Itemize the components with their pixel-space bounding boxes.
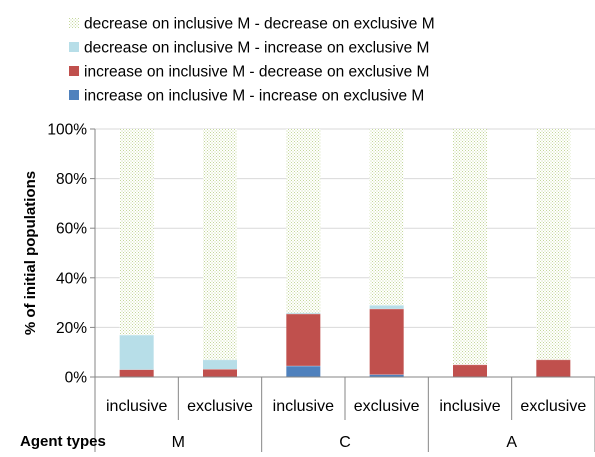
bar-segment: [369, 308, 404, 375]
x-category-label: exclusive: [187, 398, 253, 415]
bar-segment: [453, 364, 487, 377]
bar-segment: [286, 313, 321, 366]
y-tick-label: 40%: [56, 270, 87, 287]
legend-item: decrease on inclusive M - increase on ex…: [69, 40, 429, 57]
bar-segment: [203, 359, 237, 370]
legend-item: increase on inclusive M - increase on ex…: [69, 88, 424, 105]
group-label: A: [506, 434, 517, 451]
bar-segment: [369, 305, 404, 309]
bar-stack: [203, 129, 237, 377]
legend-swatch: [69, 66, 79, 76]
legend-label: increase on inclusive M - increase on ex…: [84, 88, 424, 105]
bar-segment: [203, 129, 237, 360]
bar-segment: [369, 374, 404, 377]
legend: decrease on inclusive M - decrease on ex…: [69, 16, 435, 105]
legend-swatch: [69, 90, 79, 100]
y-axis-title: % of initial populations: [22, 171, 39, 335]
legend-item: decrease on inclusive M - decrease on ex…: [69, 16, 435, 33]
legend-swatch: [69, 42, 79, 52]
bar-segment: [119, 129, 154, 335]
bar-segment: [119, 334, 154, 370]
y-axis: 0% 20% 40% 60% 80% 100%: [47, 122, 96, 387]
x-category-label: inclusive: [439, 398, 500, 415]
x-category-label: inclusive: [106, 398, 167, 415]
bar-segment: [536, 359, 571, 377]
bar-segment: [203, 369, 237, 377]
legend-item: increase on inclusive M - decrease on ex…: [69, 64, 429, 81]
bar-segment: [286, 365, 321, 377]
bars: [119, 129, 571, 377]
group-axis-title: Agent types: [20, 433, 106, 450]
bar-stack: [119, 129, 154, 377]
bar-segment: [286, 129, 321, 313]
y-tick-label: 20%: [56, 320, 87, 337]
bar-segment: [453, 129, 487, 365]
x-category-label: exclusive: [520, 398, 586, 415]
x-category-label: inclusive: [273, 398, 334, 415]
bar-stack: [286, 129, 321, 377]
legend-swatch: [69, 18, 79, 28]
bar-segment: [536, 129, 571, 360]
group-label: M: [172, 434, 185, 451]
bar-segment: [369, 129, 404, 306]
gridlines: [95, 128, 595, 328]
legend-label: decrease on inclusive M - increase on ex…: [84, 40, 429, 57]
legend-label: increase on inclusive M - decrease on ex…: [84, 64, 429, 81]
bar-stack: [453, 129, 487, 377]
y-tick-label: 80%: [56, 171, 87, 188]
y-tick-label: 0%: [65, 370, 88, 387]
y-tick-label: 100%: [47, 122, 87, 139]
group-label: C: [339, 434, 351, 451]
legend-label: decrease on inclusive M - decrease on ex…: [84, 16, 435, 33]
x-category-label: exclusive: [354, 398, 420, 415]
bar-segment: [119, 369, 154, 377]
bar-segment: [286, 312, 321, 314]
bar-stack: [369, 129, 404, 377]
bar-stack: [536, 129, 571, 377]
y-tick-label: 60%: [56, 221, 87, 238]
x-axis: inclusive exclusive inclusive exclusive incl…: [94, 376, 595, 452]
